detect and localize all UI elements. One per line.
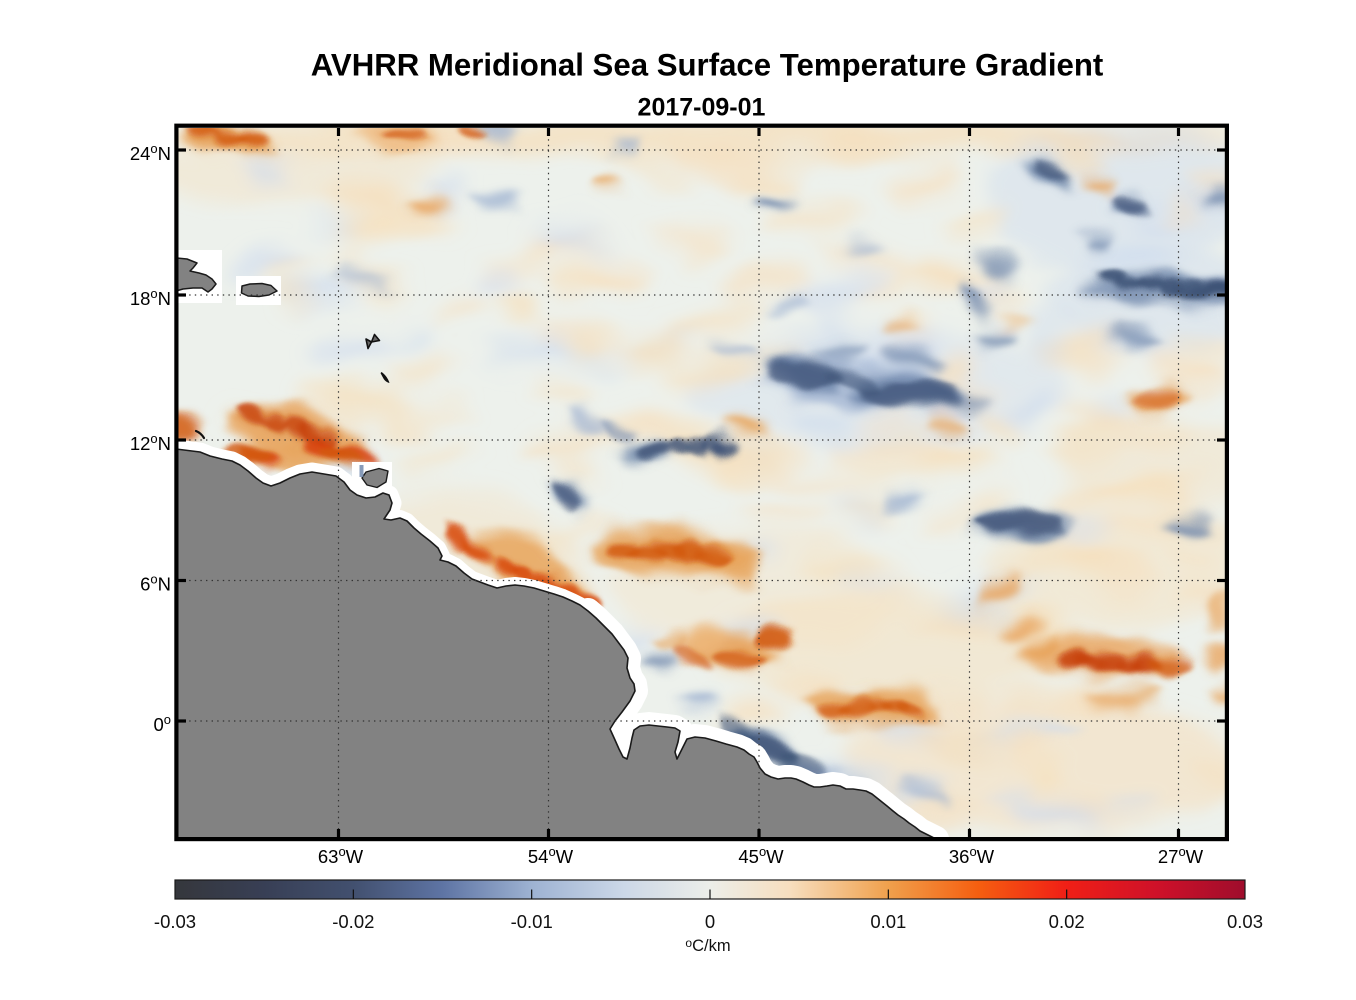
svg-text:6oN: 6oN (140, 572, 171, 595)
svg-text:24oN: 24oN (130, 141, 171, 164)
svg-text:0: 0 (705, 911, 715, 932)
svg-text:2017-09-01: 2017-09-01 (638, 94, 766, 122)
svg-text:oC/km: oC/km (685, 936, 730, 955)
svg-text:63oW: 63oW (318, 844, 364, 867)
svg-text:27oW: 27oW (1158, 844, 1204, 867)
svg-text:18oN: 18oN (130, 286, 171, 309)
svg-text:0.03: 0.03 (1227, 911, 1263, 932)
svg-text:0o: 0o (153, 712, 171, 735)
svg-text:AVHRR Meridional Sea Surface T: AVHRR Meridional Sea Surface Temperature… (311, 48, 1104, 83)
svg-text:45oW: 45oW (738, 844, 784, 867)
svg-text:-0.02: -0.02 (332, 911, 374, 932)
svg-text:36oW: 36oW (949, 844, 995, 867)
svg-text:12oN: 12oN (130, 431, 171, 454)
svg-text:0.02: 0.02 (1049, 911, 1085, 932)
svg-text:-0.01: -0.01 (511, 911, 553, 932)
svg-text:54oW: 54oW (528, 844, 574, 867)
svg-text:-0.03: -0.03 (154, 911, 196, 932)
svg-text:0.01: 0.01 (870, 911, 906, 932)
